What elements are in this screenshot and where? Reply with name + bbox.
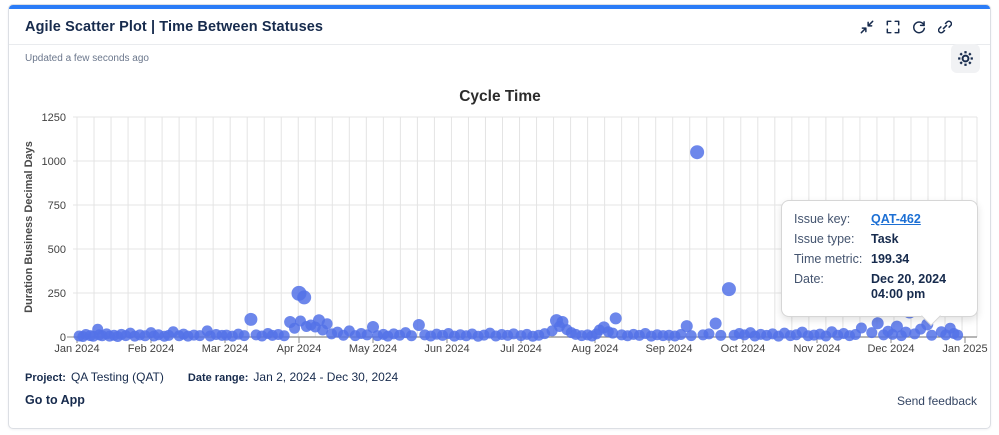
scatter-point[interactable]: [926, 329, 938, 341]
x-tick-label: May 2024: [349, 343, 397, 355]
y-tick-label: 500: [48, 244, 66, 256]
window-actions: [860, 20, 952, 34]
scatter-point[interactable]: [412, 319, 425, 332]
scatter-point[interactable]: [685, 330, 697, 342]
scatter-plot-svg: 0 250 500 750 1000 1250 Jan 2024 Feb 2024 Mar 20…: [23, 88, 988, 355]
y-tick-label: 1250: [42, 112, 66, 124]
scatter-point[interactable]: [721, 282, 736, 297]
fullscreen-icon[interactable]: [886, 20, 900, 34]
chart-meta: Project: QA Testing (QAT) Date range: Jan 2…: [25, 370, 398, 384]
y-tick-label: 250: [48, 288, 66, 300]
date-range-label: Date range:: [187, 372, 249, 384]
point-tooltip: Issue key: QAT-462 Issue type: Task Time…: [781, 200, 978, 326]
x-tick-label: Mar 2024: [202, 343, 248, 355]
scatter-point[interactable]: [607, 327, 619, 339]
scatter-point[interactable]: [244, 312, 258, 326]
x-tick-label: Apr 2024: [277, 343, 322, 355]
scatter-point[interactable]: [609, 312, 622, 325]
widget-title: Agile Scatter Plot | Time Between Status…: [25, 18, 324, 35]
scatter-point[interactable]: [297, 290, 312, 305]
x-tick-label: Dec 2024: [867, 343, 914, 355]
x-tick-label: Jan 2025: [942, 343, 987, 355]
scatter-point[interactable]: [871, 317, 884, 330]
accent-bar: [9, 5, 990, 9]
widget-header: Agile Scatter Plot | Time Between Status…: [9, 9, 990, 45]
time-metric-value: 199.34: [871, 252, 910, 266]
scatter-point[interactable]: [675, 329, 687, 341]
y-tick-label: 750: [48, 200, 66, 212]
issue-type-value: Task: [871, 232, 899, 246]
x-tick-label: Aug 2024: [571, 343, 618, 355]
gear-icon: [958, 51, 973, 66]
tooltip-row: Time metric: 199.34: [794, 252, 967, 267]
scatter-point[interactable]: [709, 317, 722, 330]
date-label: Date:: [794, 272, 824, 286]
send-feedback-link[interactable]: Send feedback: [896, 394, 977, 408]
x-tick-label: Sep 2024: [645, 343, 692, 355]
time-metric-label: Time metric:: [794, 252, 863, 266]
updated-status: Updated a few seconds ago: [25, 53, 149, 64]
y-tick-label: 1000: [42, 156, 66, 168]
scatter-point[interactable]: [367, 320, 379, 333]
x-tick-label: Feb 2024: [128, 343, 174, 355]
cycle-time-chart: 0 250 500 750 1000 1250 Jan 2024 Feb 2024 Mar 20…: [0, 85, 999, 365]
x-tick-label: Oct 2024: [721, 343, 766, 355]
issue-key-label: Issue key:: [794, 212, 851, 226]
x-tick-label: Jun 2024: [424, 343, 469, 355]
collapse-icon[interactable]: [860, 20, 874, 34]
tooltip-row: Issue type: Task: [794, 232, 967, 247]
tooltip-row: Issue key: QAT-462: [794, 212, 967, 227]
scatter-point[interactable]: [900, 326, 912, 338]
refresh-icon[interactable]: [912, 20, 926, 34]
scatter-point[interactable]: [278, 330, 290, 342]
scatter-point[interactable]: [866, 327, 878, 339]
settings-button[interactable]: [951, 44, 980, 73]
x-tick-label: Jan 2024: [54, 343, 99, 355]
scatter-point[interactable]: [680, 320, 693, 333]
scatter-point[interactable]: [690, 145, 705, 160]
project-label: Project:: [25, 372, 66, 384]
scatter-point[interactable]: [361, 329, 373, 341]
scatter-point[interactable]: [238, 330, 250, 342]
issue-type-label: Issue type:: [794, 232, 855, 246]
link-icon[interactable]: [938, 20, 952, 34]
go-to-app-link[interactable]: Go to App: [25, 393, 85, 407]
y-axis-title: Duration Business Decimal Days: [23, 141, 35, 313]
project-value: QA Testing (QAT): [70, 370, 164, 384]
x-tick-label: Nov 2024: [793, 343, 840, 355]
scatter-point[interactable]: [703, 328, 715, 340]
scatter-point[interactable]: [715, 329, 727, 341]
chart-title: Cycle Time: [459, 88, 541, 105]
issue-key-link[interactable]: QAT-462: [871, 212, 921, 226]
date-range-value: Jan 2, 2024 - Dec 30, 2024: [253, 370, 399, 384]
scatter-point[interactable]: [321, 318, 333, 330]
tooltip-row: Date: Dec 20, 2024 04:00 pm: [794, 272, 967, 302]
scatter-point[interactable]: [890, 320, 903, 333]
scatter-point[interactable]: [405, 330, 417, 342]
scatter-point[interactable]: [952, 329, 964, 341]
y-tick-label: 0: [60, 332, 66, 344]
date-value: Dec 20, 2024 04:00 pm: [871, 272, 947, 301]
x-tick-label: Jul 2024: [500, 343, 542, 355]
scatter-point[interactable]: [855, 322, 867, 334]
